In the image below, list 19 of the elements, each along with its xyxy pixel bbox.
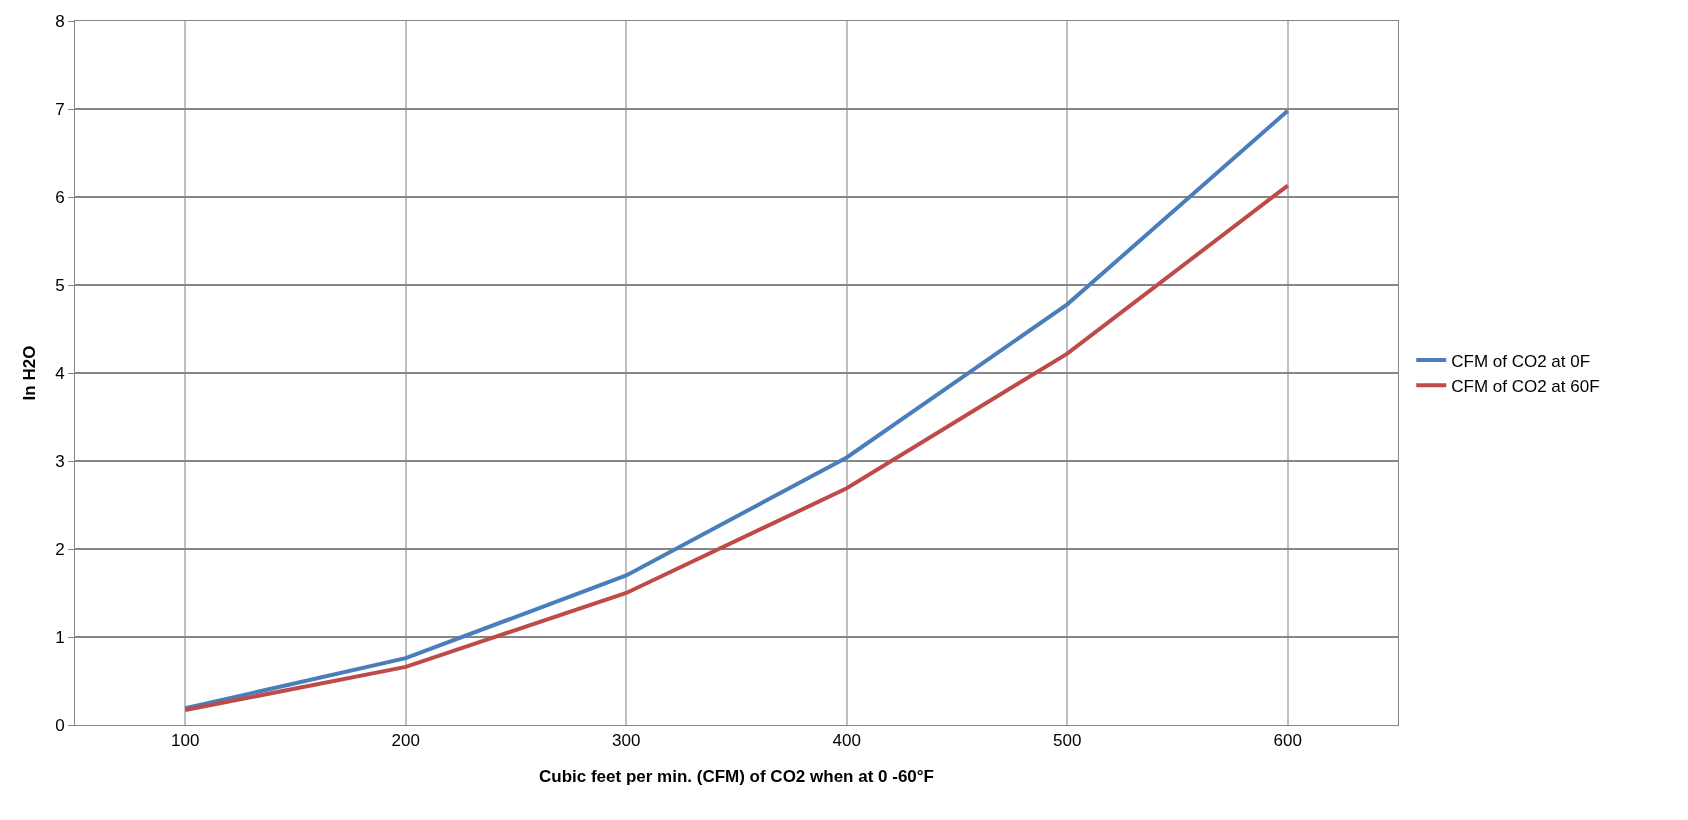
y-tick-label: 2 [55,539,65,559]
x-axis-title: Cubic feet per min. (CFM) of CO2 when at 0 -60°F [538,766,935,786]
y-tick-label: 1 [55,627,65,647]
legend-label: CFM of CO2 at 0F [1451,351,1591,371]
x-tick-label: 600 [1273,731,1302,751]
legend-label: CFM of CO2 at 60F [1451,376,1600,396]
y-tick-label: 5 [55,275,65,295]
x-tick-label: 200 [391,731,420,751]
y-tick-label: 8 [55,11,65,31]
y-tick-label: 0 [55,715,65,735]
x-tick-label: 500 [1053,731,1082,751]
y-tick-label: 3 [55,451,65,471]
y-tick-label: 7 [55,99,65,119]
x-tick-label: 100 [171,731,200,751]
y-tick-label: 6 [55,187,65,207]
y-tick-label: 4 [55,363,65,383]
x-tick-label: 300 [612,731,641,751]
y-axis-title: In H2O [19,345,39,401]
x-tick-label: 400 [832,731,861,751]
